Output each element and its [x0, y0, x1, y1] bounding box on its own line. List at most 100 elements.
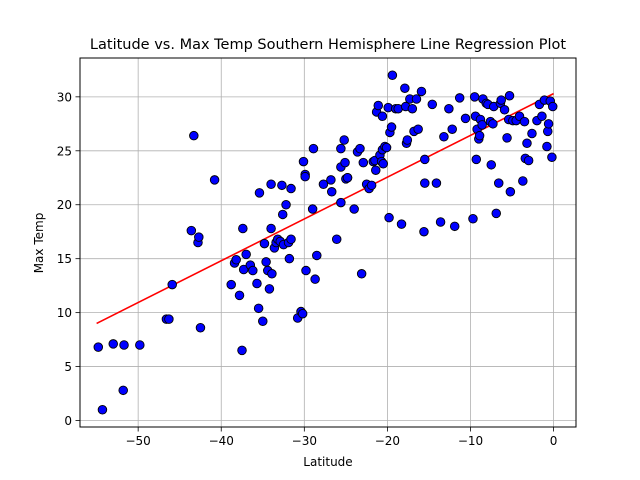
data-point	[502, 133, 512, 143]
data-point	[336, 143, 346, 154]
y-axis-label: Max Temp	[32, 213, 46, 274]
data-point	[118, 385, 128, 396]
data-point	[449, 221, 460, 232]
data-point	[194, 232, 204, 242]
data-point	[326, 175, 336, 185]
data-point	[474, 130, 485, 141]
data-point	[318, 179, 329, 189]
y-axis-ticks: 0 5 10 15 20 25 30	[57, 90, 80, 428]
data-point	[527, 128, 537, 139]
x-tick-label: −50	[125, 434, 150, 448]
data-point	[447, 124, 457, 134]
data-point	[231, 255, 241, 265]
y-tick-label: 10	[57, 306, 72, 320]
data-point	[407, 103, 418, 114]
data-point	[444, 103, 454, 114]
data-point	[312, 250, 322, 261]
data-point	[300, 171, 310, 182]
data-point	[326, 187, 337, 197]
data-point	[542, 141, 552, 152]
x-tick-label: −10	[458, 434, 483, 448]
data-point	[543, 119, 554, 129]
data-point	[504, 91, 515, 101]
data-point	[241, 249, 251, 260]
data-point	[411, 94, 422, 104]
data-point	[396, 219, 407, 229]
y-tick-label: 30	[57, 90, 72, 104]
data-point	[310, 274, 320, 284]
data-point	[254, 188, 265, 198]
data-point	[331, 234, 342, 245]
data-point	[522, 138, 532, 148]
data-point	[454, 93, 465, 103]
data-point	[286, 234, 296, 245]
chart-title: Latitude vs. Max Temp Southern Hemispher…	[90, 37, 566, 53]
data-point	[277, 180, 287, 191]
data-point	[381, 142, 392, 153]
data-point	[297, 308, 308, 319]
data-point	[266, 179, 276, 189]
data-point	[349, 204, 359, 214]
data-point	[266, 223, 276, 234]
data-point	[189, 130, 199, 141]
data-point	[523, 155, 534, 166]
data-point	[284, 253, 295, 264]
data-point	[301, 265, 311, 276]
data-point	[460, 113, 471, 124]
data-point	[135, 340, 145, 350]
x-tick-label: 0	[550, 434, 558, 448]
data-point	[298, 156, 309, 167]
data-point	[435, 217, 446, 227]
data-point	[358, 157, 369, 168]
data-point	[547, 101, 558, 112]
data-point	[518, 176, 528, 186]
data-point	[373, 100, 384, 111]
data-point	[419, 226, 429, 237]
data-point	[547, 152, 557, 163]
data-point	[355, 143, 365, 154]
x-tick-label: −40	[209, 434, 234, 448]
data-point	[468, 214, 478, 224]
data-point	[167, 279, 177, 290]
data-point	[493, 178, 504, 188]
data-point	[499, 105, 510, 115]
data-points	[93, 70, 558, 415]
data-point	[402, 135, 413, 145]
data-point	[252, 278, 262, 289]
data-point	[477, 120, 487, 130]
data-point	[378, 158, 388, 169]
data-point	[195, 322, 206, 333]
data-point	[386, 122, 397, 132]
data-point	[366, 180, 377, 191]
x-tick-label: −20	[375, 434, 400, 448]
data-point	[371, 165, 381, 175]
data-point	[340, 157, 350, 168]
data-point	[253, 303, 264, 314]
data-point	[238, 264, 249, 275]
data-point	[209, 175, 220, 185]
data-point	[277, 209, 288, 220]
data-point	[505, 187, 516, 197]
data-point	[416, 86, 427, 97]
data-point	[119, 340, 129, 350]
data-point	[377, 111, 388, 122]
data-point	[420, 154, 430, 165]
data-point	[387, 70, 398, 81]
data-point	[286, 183, 296, 194]
y-tick-label: 15	[57, 252, 72, 266]
data-point	[420, 178, 430, 188]
data-point	[342, 173, 353, 183]
data-point	[384, 212, 394, 223]
x-axis-ticks: −50 −40 −30 −20 −10 0	[125, 427, 557, 448]
data-point	[238, 223, 248, 234]
data-point	[264, 284, 275, 294]
data-point	[486, 160, 497, 170]
data-point	[186, 225, 197, 236]
y-tick-label: 0	[64, 414, 72, 428]
data-point	[226, 279, 236, 290]
data-point	[267, 269, 277, 279]
data-point	[496, 95, 506, 105]
data-point	[336, 197, 346, 208]
